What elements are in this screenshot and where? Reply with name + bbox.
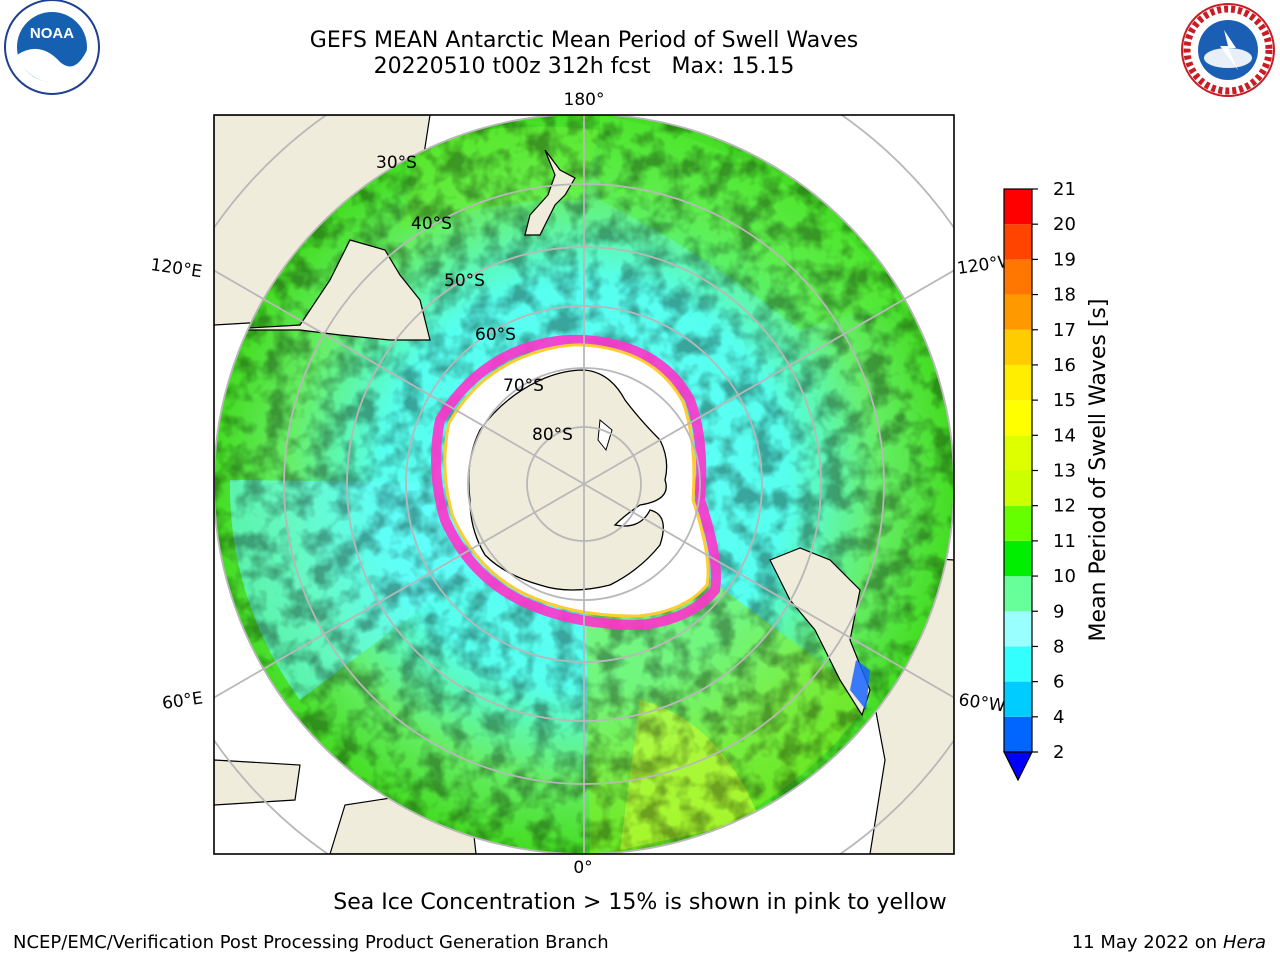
colorbar-tick-label: 16 — [1053, 355, 1076, 376]
colorbar-segment — [1004, 716, 1032, 752]
colorbar-segment — [1004, 681, 1032, 717]
colorbar-tick-label: 19 — [1053, 249, 1076, 270]
colorbar-segment — [1004, 189, 1032, 225]
sea-ice-edge — [431, 334, 721, 631]
colorbar-under-arrow — [1003, 751, 1033, 782]
lon-label-180: 180° — [564, 90, 605, 110]
colorbar-segment — [1004, 576, 1032, 612]
colorbar-tick-label: 4 — [1053, 707, 1064, 728]
colorbar-segment — [1004, 505, 1032, 541]
colorbar-segment — [1004, 470, 1032, 506]
chart-title: GEFS MEAN Antarctic Mean Period of Swell… — [309, 28, 859, 53]
colorbar-segment — [1004, 400, 1032, 436]
colorbar-tick-label: 6 — [1053, 672, 1064, 693]
lat-label-70s: 70°S — [503, 376, 544, 396]
graticule — [214, 115, 954, 854]
colorbar-segment — [1004, 364, 1032, 401]
map-frame — [213, 114, 955, 855]
colorbar-segment — [1004, 259, 1032, 295]
lat-label-80s: 80°S — [532, 425, 573, 445]
credit-left: NCEP/EMC/Verification Post Processing Pr… — [13, 932, 609, 953]
noaa-logo: NOAA — [4, 0, 100, 95]
nws-logo — [1181, 3, 1275, 97]
noaa-logo-text: NOAA — [30, 25, 74, 42]
land-antarctica — [468, 369, 668, 591]
colorbar-tick-label: 14 — [1053, 425, 1076, 446]
land-australia — [214, 239, 431, 341]
lat-label-50s: 50°S — [444, 271, 485, 291]
lon-label-60w: 60°W — [957, 690, 1006, 716]
colorbar-tick-label: 21 — [1053, 179, 1076, 200]
colorbar-segment — [1004, 540, 1032, 577]
colorbar-tick-label: 17 — [1053, 320, 1076, 341]
colorbar-tick-label: 20 — [1053, 214, 1076, 235]
colorbar-tick-label: 15 — [1053, 390, 1076, 411]
credit-date: 11 May 2022 on — [1071, 932, 1218, 953]
colorbar-segment — [1004, 224, 1032, 260]
colorbar-tick-label: 11 — [1053, 531, 1076, 552]
colorbar: 2 4 6 8 9 10 11 12 13 14 15 16 17 18 19 20 21 — [1003, 179, 1076, 782]
colorbar-segment — [1004, 294, 1032, 330]
lon-label-120e: 120°E — [149, 255, 203, 282]
colorbar-tick-label: 2 — [1053, 742, 1064, 763]
colorbar-tick-label: 8 — [1053, 636, 1064, 657]
colorbar-tick-label: 9 — [1053, 601, 1064, 622]
colorbar-segment — [1004, 611, 1032, 647]
lat-label-30s: 30°S — [376, 153, 417, 173]
sea-ice-caption: Sea Ice Concentration > 15% is shown in … — [333, 890, 947, 915]
lon-label-0: 0° — [573, 858, 592, 878]
chart-subtitle: 20220510 t00z 312h fcst Max: 15.15 — [373, 54, 795, 79]
colorbar-segment — [1004, 329, 1032, 365]
land-south-america — [769, 547, 871, 717]
colorbar-segment — [1004, 435, 1032, 471]
colorbar-tick-label: 13 — [1053, 461, 1076, 482]
colorbar-tick-label: 12 — [1053, 496, 1076, 517]
colorbar-label: Mean Period of Swell Waves [s] — [1086, 299, 1111, 642]
lon-label-60e: 60°E — [161, 688, 204, 713]
credit-host: Hera — [1222, 932, 1266, 953]
lat-label-60s: 60°S — [475, 325, 516, 345]
colorbar-tick-label: 18 — [1053, 285, 1076, 306]
colorbar-segment — [1004, 646, 1032, 682]
colorbar-tick-label: 10 — [1053, 566, 1076, 587]
credit-right: 11 May 2022 on Hera — [1072, 932, 1266, 953]
land-new-zealand — [524, 149, 576, 236]
lat-label-40s: 40°S — [411, 214, 452, 234]
